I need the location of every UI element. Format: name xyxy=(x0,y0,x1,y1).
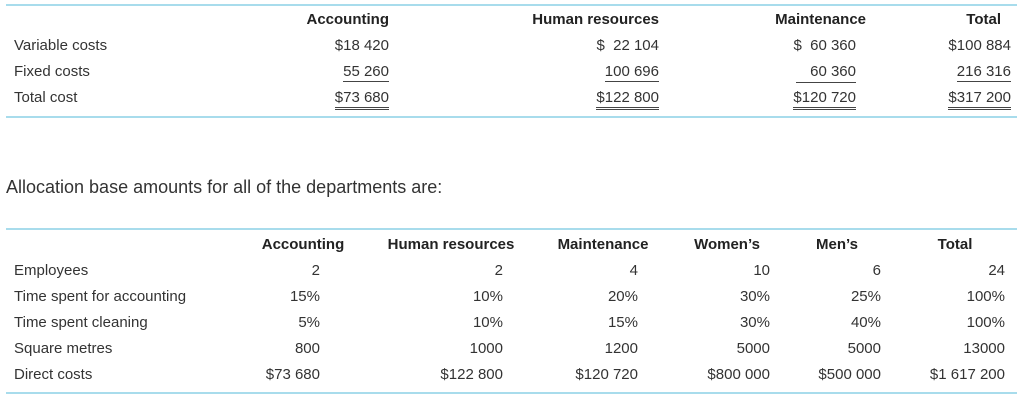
alloc-cell: $73 680 xyxy=(265,366,320,383)
cost-cell: $317 200 xyxy=(920,89,1011,110)
intro-text: Allocation base amounts for all of the d… xyxy=(6,177,443,197)
alloc-cell: $1 617 200 xyxy=(929,366,1005,383)
cost-cell-value: 216 316 xyxy=(956,63,1011,82)
alloc-cell: 6 xyxy=(872,262,881,279)
allocation-table-bottom-rule xyxy=(6,392,1017,394)
cost-cell: 216 316 xyxy=(920,63,1011,82)
alloc-cell: 1000 xyxy=(469,340,503,357)
cost-cell: $ 22 104 xyxy=(596,37,659,54)
alloc-cell: 5% xyxy=(298,314,320,331)
alloc-cell: 10 xyxy=(753,262,770,279)
alloc-cell: 15% xyxy=(607,314,638,331)
alloc-header-maintenance: Maintenance xyxy=(557,236,649,253)
alloc-cell: 100% xyxy=(966,314,1005,331)
cost-table-bottom-rule xyxy=(6,116,1017,118)
cost-cell: $ 60 360 xyxy=(793,37,856,54)
alloc-cell: 100% xyxy=(966,288,1005,305)
alloc-row-label: Square metres xyxy=(14,340,113,357)
alloc-cell: 5000 xyxy=(847,340,881,357)
alloc-cell: 4 xyxy=(629,262,638,279)
alloc-cell: 2 xyxy=(311,262,320,279)
cost-cell: $120 720 xyxy=(760,89,856,110)
alloc-cell: 10% xyxy=(472,288,503,305)
alloc-cell: 2 xyxy=(494,262,503,279)
cost-header-total: Total xyxy=(966,11,1001,28)
cost-table-top-rule xyxy=(6,4,1017,6)
alloc-cell: $800 000 xyxy=(707,366,770,383)
alloc-cell: 5000 xyxy=(736,340,770,357)
cost-row-label: Variable costs xyxy=(14,37,108,54)
alloc-cell: 800 xyxy=(294,340,320,357)
alloc-cell: 15% xyxy=(289,288,320,305)
cost-row-label: Fixed costs xyxy=(14,63,90,80)
alloc-cell: $500 000 xyxy=(818,366,881,383)
cost-cell: $73 680 xyxy=(300,89,389,110)
alloc-header-total: Total xyxy=(937,236,973,253)
cost-cell-value: 60 360 xyxy=(796,63,856,83)
cost-cell-value: 55 260 xyxy=(343,63,389,82)
cost-cell: $122 800 xyxy=(560,89,659,110)
alloc-header-accounting: Accounting xyxy=(261,236,345,253)
cost-cell: 100 696 xyxy=(560,63,659,82)
cost-cell: $100 884 xyxy=(948,37,1011,54)
alloc-cell: 20% xyxy=(607,288,638,305)
cost-row-label: Total cost xyxy=(14,89,78,106)
alloc-header-human-resources: Human resources xyxy=(387,236,515,253)
alloc-header-womens: Women’s xyxy=(694,236,760,253)
alloc-cell: $122 800 xyxy=(440,366,503,383)
alloc-row-label: Time spent cleaning xyxy=(14,314,148,331)
alloc-cell: 25% xyxy=(850,288,881,305)
cost-cell: 60 360 xyxy=(760,63,856,83)
alloc-cell: 30% xyxy=(739,314,770,331)
alloc-cell: 1200 xyxy=(604,340,638,357)
cost-cell-value: 100 696 xyxy=(604,63,659,82)
cost-header-maintenance: Maintenance xyxy=(775,11,866,28)
cost-cell-value: $317 200 xyxy=(948,89,1011,110)
cost-cell-value: $120 720 xyxy=(793,89,856,110)
alloc-cell: 30% xyxy=(739,288,770,305)
cost-cell: $18 420 xyxy=(334,37,389,54)
alloc-cell: 13000 xyxy=(963,340,1005,357)
alloc-cell: 40% xyxy=(850,314,881,331)
alloc-header-mens: Men’s xyxy=(816,236,858,253)
cost-cell-value: $122 800 xyxy=(596,89,659,110)
alloc-cell: $120 720 xyxy=(575,366,638,383)
alloc-row-label: Time spent for accounting xyxy=(14,288,187,305)
allocation-table-top-rule xyxy=(6,228,1017,230)
cost-header-accounting: Accounting xyxy=(306,11,390,28)
alloc-row-label: Direct costs xyxy=(14,366,93,383)
alloc-cell: 10% xyxy=(472,314,503,331)
cost-header-human-resources: Human resources xyxy=(532,11,659,28)
alloc-cell: 24 xyxy=(988,262,1005,279)
cost-cell-value: $73 680 xyxy=(334,89,389,110)
alloc-row-label: Employees xyxy=(14,262,89,279)
cost-cell: 55 260 xyxy=(300,63,389,82)
